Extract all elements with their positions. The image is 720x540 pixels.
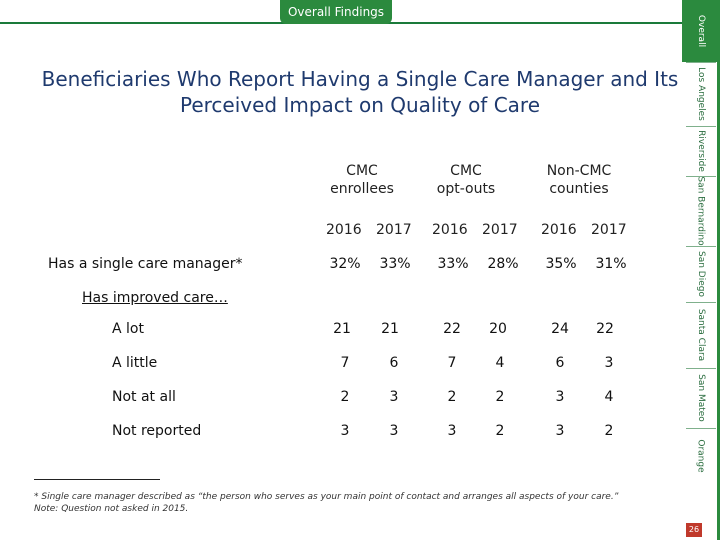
footnote-rule: [34, 479, 160, 480]
year-label: 2017: [482, 222, 518, 238]
sidebar-item-label: San Bernardino: [696, 176, 707, 246]
table-cell: 3: [555, 423, 565, 439]
table-cell: 4: [495, 355, 505, 371]
table-cell: 35%: [545, 256, 577, 272]
row-label-a-lot: A lot: [112, 321, 144, 337]
table-cell: 33%: [437, 256, 469, 272]
table-cell: 3: [604, 355, 614, 371]
table-cell: 21: [333, 321, 351, 337]
sidebar-divider: [686, 428, 716, 429]
table-cell: 2: [447, 389, 457, 405]
table-cell: 22: [596, 321, 614, 337]
sidebar-item-label: San Diego: [696, 251, 707, 297]
table-cell: 7: [340, 355, 350, 371]
table-cell: 2: [495, 423, 505, 439]
table-cell: 32%: [329, 256, 361, 272]
region-sidebar: Overall Los Angeles Riverside San Bernar…: [682, 0, 720, 540]
footnote-note: Note: Question not asked in 2015.: [34, 504, 189, 514]
table-cell: 24: [551, 321, 569, 337]
sidebar-item-san-diego[interactable]: San Diego: [682, 246, 720, 302]
sidebar-item-riverside[interactable]: Riverside: [682, 126, 720, 176]
table-cell: 3: [447, 423, 457, 439]
sidebar-item-label: Santa Clara: [696, 308, 707, 362]
sidebar-item-orange[interactable]: Orange: [682, 428, 720, 484]
table-cell: 3: [389, 423, 399, 439]
column-header-line1: CMC: [450, 163, 482, 179]
sidebar-divider: [686, 126, 716, 127]
column-header-line2: enrollees: [330, 181, 394, 197]
sidebar-item-los-angeles[interactable]: Los Angeles: [682, 62, 720, 126]
table-cell: 28%: [487, 256, 519, 272]
section-label-improved-care: Has improved care…: [82, 290, 228, 306]
page-number: 26: [686, 523, 702, 537]
sidebar-edge: [717, 0, 720, 540]
sidebar-item-santa-clara[interactable]: Santa Clara: [682, 302, 720, 368]
table-cell: 2: [604, 423, 614, 439]
year-label: 2016: [432, 222, 468, 238]
row-label-a-little: A little: [112, 355, 158, 371]
table-cell: 6: [555, 355, 565, 371]
column-header-non-cmc-counties: Non-CMC counties: [519, 162, 639, 198]
sidebar-divider: [686, 176, 716, 177]
column-header-line2: counties: [549, 181, 609, 197]
year-label: 2016: [541, 222, 577, 238]
column-header-line2: opt-outs: [436, 181, 496, 197]
table-cell: 21: [381, 321, 399, 337]
sidebar-item-san-mateo[interactable]: San Mateo: [682, 368, 720, 428]
table-cell: 3: [555, 389, 565, 405]
table-cell: 4: [604, 389, 614, 405]
table-cell: 7: [447, 355, 457, 371]
row-label-not-at-all: Not at all: [112, 389, 176, 405]
sidebar-divider: [686, 302, 716, 303]
sidebar-divider: [686, 62, 716, 63]
column-header-line1: CMC: [346, 163, 378, 179]
row-label-single-care-manager: Has a single care manager*: [48, 256, 243, 272]
footnote-definition: * Single care manager described as “the …: [34, 492, 619, 502]
sidebar-item-label: Orange: [695, 439, 706, 473]
sidebar-item-label: Overall: [695, 14, 706, 48]
sidebar-item-san-bernardino[interactable]: San Bernardino: [682, 176, 720, 246]
year-label: 2016: [326, 222, 362, 238]
table-cell: 3: [340, 423, 350, 439]
sidebar-divider: [686, 246, 716, 247]
column-header-cmc-opt-outs: CMC opt-outs: [406, 162, 526, 198]
table-cell: 3: [389, 389, 399, 405]
year-label: 2017: [591, 222, 627, 238]
section-tab[interactable]: Overall Findings: [280, 0, 392, 24]
year-label: 2017: [376, 222, 412, 238]
column-header-cmc-enrollees: CMC enrollees: [302, 162, 422, 198]
row-label-not-reported: Not reported: [112, 423, 202, 439]
sidebar-item-label: San Mateo: [696, 374, 706, 422]
table-cell: 33%: [379, 256, 411, 272]
sidebar-item-overall[interactable]: Overall: [682, 0, 720, 62]
table-cell: 2: [495, 389, 505, 405]
table-cell: 20: [489, 321, 507, 337]
table-cell: 2: [340, 389, 350, 405]
sidebar-item-label: Los Angeles: [696, 67, 706, 121]
sidebar-divider: [686, 368, 716, 369]
sidebar-item-label: Riverside: [696, 130, 707, 172]
table-cell: 6: [389, 355, 399, 371]
table-cell: 31%: [595, 256, 627, 272]
column-header-line1: Non-CMC: [546, 163, 612, 179]
page-title: Beneficiaries Who Report Having a Single…: [41, 67, 679, 117]
table-cell: 22: [443, 321, 461, 337]
top-bar: Overall Findings: [0, 0, 682, 24]
